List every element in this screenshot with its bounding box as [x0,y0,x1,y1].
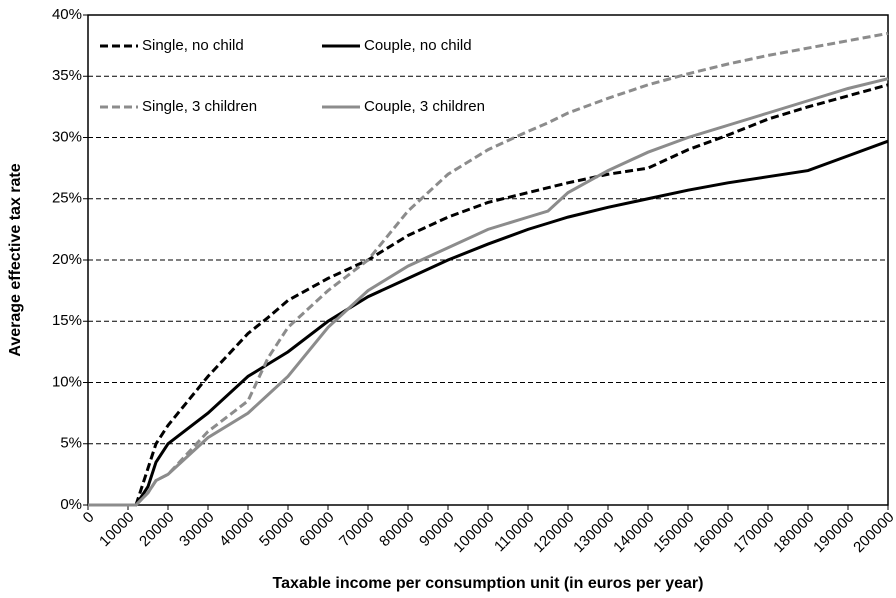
x-tick-label: 0 [80,509,98,527]
y-axis-title: Average effective tax rate [7,163,24,356]
x-tick-label: 190000 [810,509,857,556]
x-axis-title: Taxable income per consumption unit (in … [273,575,704,592]
x-tick-label: 60000 [296,509,338,551]
series-line [88,139,889,507]
y-tick-label: 30% [52,128,82,145]
series-line [88,77,889,507]
series-line [88,31,889,507]
series-line [88,83,889,507]
x-tick-label: 110000 [491,509,538,556]
x-tick-label: 30000 [176,509,218,551]
legend-label: Single, no child [142,37,244,54]
x-tick-label: 70000 [336,509,378,551]
x-tick-label: 160000 [690,509,737,556]
y-tick-label: 15% [52,312,82,329]
y-tick-label: 10% [52,373,82,390]
x-tick-label: 100000 [450,509,497,556]
plot-border [87,14,889,506]
y-tick-label: 5% [60,435,82,452]
x-tick-label: 80000 [376,509,418,551]
y-tick-label: 25% [52,190,82,207]
x-tick-label: 40000 [216,509,258,551]
x-tick-label: 10000 [96,509,138,551]
y-tick-label: 35% [52,67,82,84]
x-tick-label: 150000 [650,509,697,556]
legend-label: Couple, 3 children [364,98,485,115]
x-tick-label: 180000 [770,509,817,556]
x-tick-label: 140000 [610,509,657,556]
y-tick-label: 0% [60,496,82,513]
legend-label: Single, 3 children [142,98,257,115]
x-tick-label: 50000 [256,509,298,551]
x-tick-label: 20000 [136,509,178,551]
legend-label: Couple, no child [364,37,472,54]
y-tick-label: 40% [52,6,82,23]
x-tick-label: 120000 [530,509,577,556]
y-tick-label: 20% [52,251,82,268]
x-tick-label: 130000 [570,509,617,556]
x-tick-label: 200000 [850,509,896,556]
x-tick-label: 170000 [730,509,777,556]
